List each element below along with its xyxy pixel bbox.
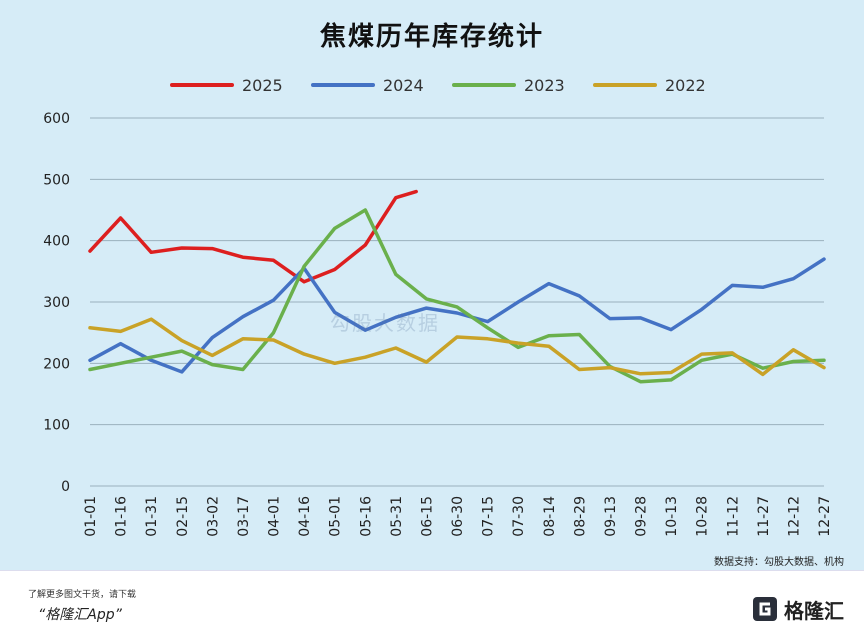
x-tick-label: 04-16	[297, 496, 313, 537]
x-tick-label: 01-31	[144, 496, 160, 537]
y-tick-label: 500	[43, 172, 70, 188]
legend-label-2024: 2024	[383, 76, 424, 95]
x-tick-label: 10-28	[695, 496, 711, 537]
x-tick-label: 01-01	[83, 496, 99, 537]
series-line-2025	[88, 189, 418, 284]
brand-name: 格隆汇	[784, 598, 844, 623]
y-tick-label: 200	[43, 356, 70, 372]
series-line-2023	[88, 208, 826, 384]
x-tick-label: 10-13	[664, 496, 680, 537]
x-tick-label: 09-28	[634, 496, 650, 537]
x-tick-label: 04-01	[267, 496, 283, 537]
brand-logo-icon	[753, 597, 777, 621]
footer-app-name[interactable]: “格隆汇App”	[38, 607, 122, 623]
x-tick-label: 02-15	[175, 496, 191, 537]
series-line-2024	[88, 257, 826, 374]
x-tick-label: 12-12	[786, 496, 802, 537]
x-tick-label: 06-15	[419, 496, 435, 537]
y-tick-label: 100	[43, 418, 70, 434]
brand-logo-block: 格隆汇	[752, 589, 844, 629]
series-line-2022	[88, 317, 826, 377]
x-tick-label: 05-16	[358, 496, 374, 537]
y-tick-label: 600	[43, 111, 70, 127]
x-tick-label: 08-29	[572, 496, 588, 537]
legend-label-2023: 2023	[524, 76, 565, 95]
footer: 了解更多图文干货，请下载 “格隆汇App” 格隆汇	[0, 570, 864, 640]
legend-label-2022: 2022	[665, 76, 706, 95]
x-tick-label: 03-02	[205, 496, 221, 537]
x-tick-label: 01-16	[114, 496, 130, 537]
chart-title: 焦煤历年库存统计	[319, 22, 544, 52]
x-tick-label: 03-17	[236, 496, 252, 537]
y-tick-label: 400	[43, 234, 70, 250]
x-tick-label: 07-30	[511, 496, 527, 537]
line-chart: 0 100 200 300 400 500 600 01-01 01-16 01-31 02-15 0…	[43, 76, 833, 537]
y-tick-label: 0	[61, 479, 70, 495]
x-tick-label: 05-01	[328, 496, 344, 537]
x-tick-label: 11-12	[725, 496, 741, 537]
x-tick-label: 12-27	[817, 496, 833, 537]
footer-download-note: 了解更多图文干货，请下载	[28, 590, 137, 600]
x-tick-label: 07-15	[481, 496, 497, 537]
y-tick-label: 300	[43, 295, 70, 311]
x-tick-label: 05-31	[389, 496, 405, 537]
legend-label-2025: 2025	[242, 76, 283, 95]
x-tick-label: 09-13	[603, 496, 619, 537]
chart-card: 焦煤历年库存统计 0 100 200 300 400 500 600 01-01 01-16 01…	[43, 22, 844, 568]
x-tick-label: 08-14	[542, 496, 558, 537]
x-tick-label: 06-30	[450, 496, 466, 537]
source-note: 数据支持：勾股大数据、机构	[714, 557, 844, 568]
watermark-text: 勾股大数据	[330, 311, 440, 335]
x-tick-label: 11-27	[756, 496, 772, 537]
